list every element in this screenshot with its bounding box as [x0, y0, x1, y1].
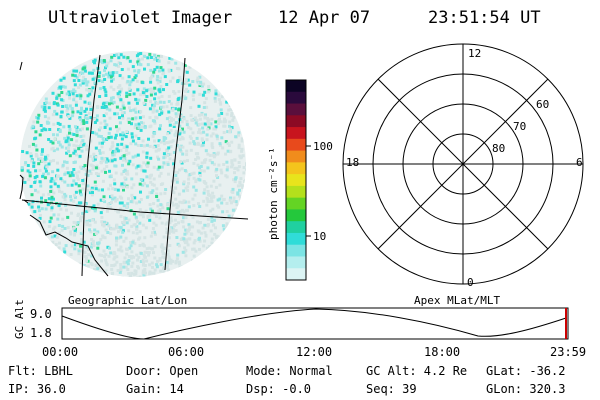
- colorbar-segment: [286, 185, 306, 199]
- status-filter: Flt: LBHL: [8, 364, 74, 378]
- status-mode: Mode: Normal: [246, 364, 333, 378]
- colorbar-segment: [286, 232, 306, 246]
- strip-xtick: 23:59: [550, 345, 587, 359]
- mlt-label-12: 12: [468, 47, 482, 60]
- colorbar-segment: [286, 115, 306, 128]
- mlt-label-0: 0: [467, 276, 474, 289]
- status-door: Door: Open: [126, 364, 199, 378]
- status-gc-alt: GC Alt: 4.2 Re: [366, 364, 468, 378]
- mlt-axis: [377, 78, 549, 250]
- colorbar-segment: [286, 162, 306, 175]
- strip-xtick: 00:00: [42, 345, 79, 359]
- colorbar-segment: [286, 221, 306, 234]
- colorbar-segment: [286, 209, 306, 222]
- colorbar-segment: [286, 127, 306, 140]
- colorbar-segment: [286, 80, 306, 93]
- observation-time: 23:51:54 UT: [428, 8, 541, 28]
- strip-ytick-top: 9.0: [30, 307, 52, 321]
- colorbar-segment: [286, 150, 306, 163]
- status-glat: GLat: -36.2: [486, 364, 566, 378]
- strip-xtick: 18:00: [424, 345, 461, 359]
- status-ip: IP: 36.0: [8, 382, 66, 396]
- strip-xtick: 06:00: [168, 345, 205, 359]
- status-gain: Gain: 14: [126, 382, 184, 396]
- colorbar-segment: [286, 256, 306, 269]
- longitude-line: [81, 54, 101, 277]
- colorbar-tick-100: 100: [313, 140, 333, 153]
- mlat-label-60: 60: [536, 98, 550, 111]
- strip-ytick-bottom: 1.8: [30, 326, 52, 340]
- colorbar-segment: [286, 197, 306, 210]
- strip-xtick: 12:00: [296, 345, 333, 359]
- status-seq: Seq: 39: [366, 382, 417, 396]
- colorbar-segment: [286, 138, 306, 152]
- longitude-line: [164, 57, 186, 271]
- colorbar-tick-10: 10: [313, 230, 327, 243]
- colorbar-segment: [286, 91, 306, 105]
- instrument-title: Ultraviolet Imager: [48, 8, 233, 28]
- altitude-curve: [61, 308, 567, 340]
- mlt-label-6: 6: [576, 156, 583, 169]
- strip-axis-label: GC Alt: [13, 299, 26, 339]
- status-glon: GLon: 320.3: [486, 382, 566, 396]
- coastline: [19, 61, 109, 277]
- colorbar-segment: [286, 244, 306, 257]
- image-caption: Geographic Lat/Lon: [68, 294, 188, 307]
- status-dsp: Dsp: -0.0: [246, 382, 312, 396]
- strip-frame: [61, 307, 569, 340]
- latitude-line: [21, 199, 249, 220]
- colorbar-segment: [286, 268, 306, 281]
- observation-date: 12 Apr 07: [278, 8, 371, 28]
- mlat-label-80: 80: [492, 142, 506, 155]
- colorbar-segment: [286, 174, 306, 187]
- colorbar-segment: [286, 103, 306, 116]
- mlt-label-18: 18: [346, 156, 360, 169]
- polar-caption: Apex MLat/MLT: [414, 294, 501, 307]
- mlat-label-70: 70: [513, 120, 527, 133]
